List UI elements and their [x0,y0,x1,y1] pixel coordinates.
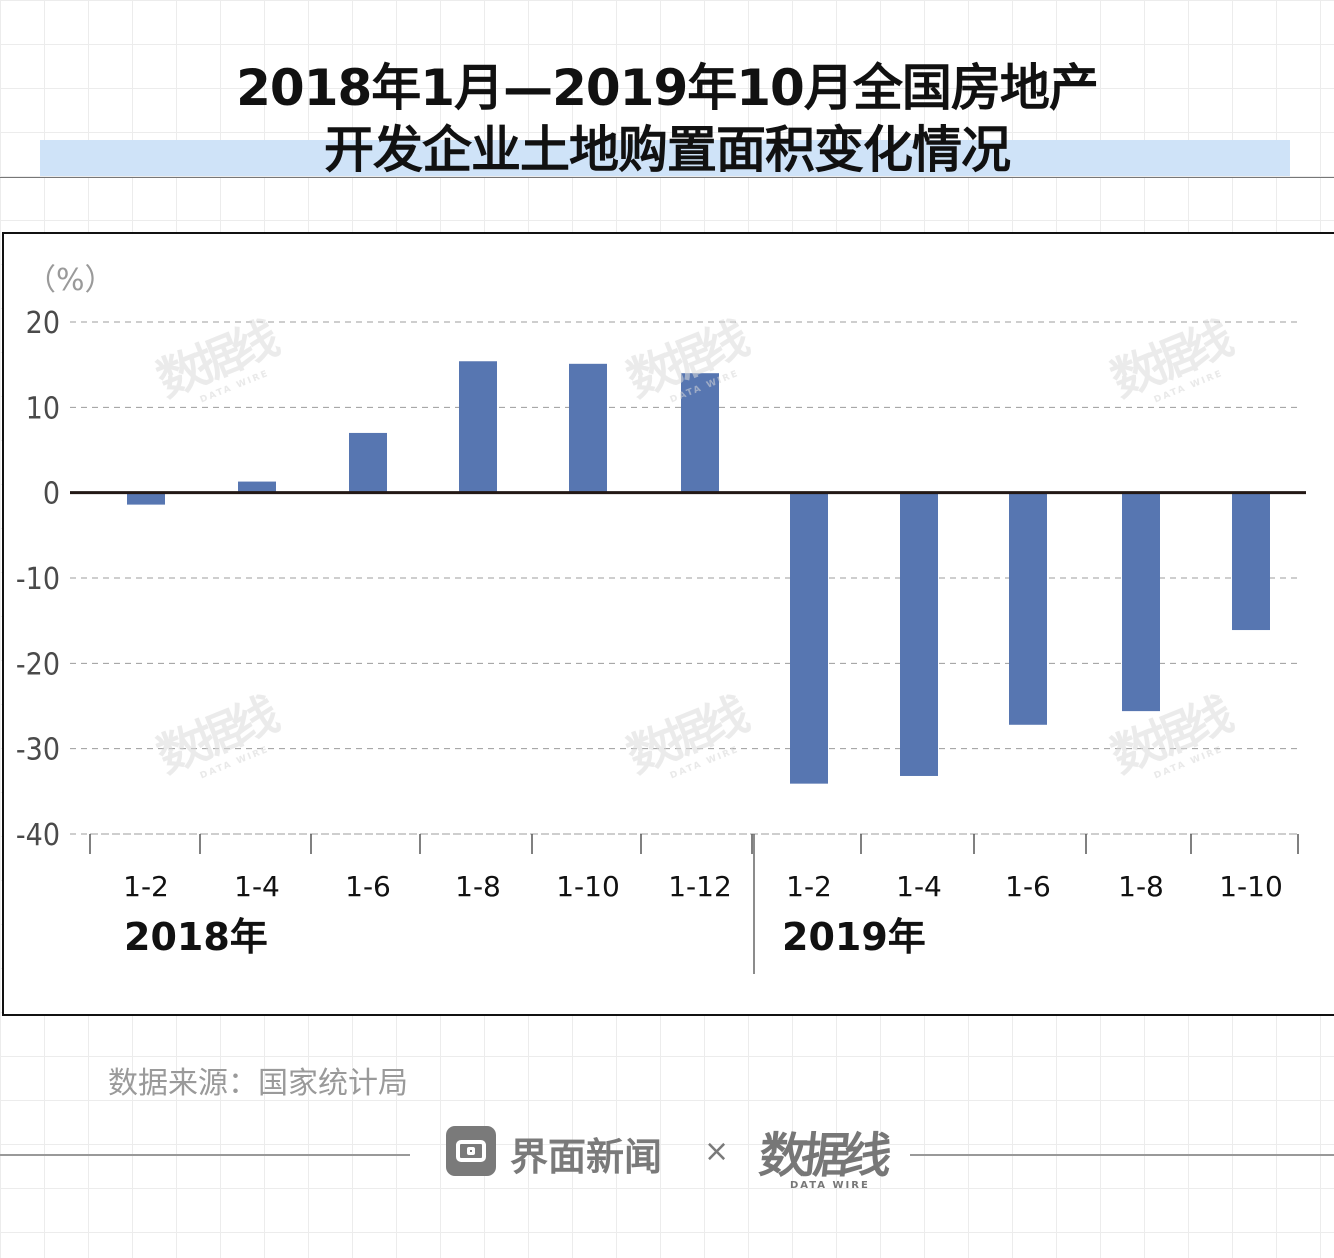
bar [127,492,165,505]
data-wire-logo-sub: DATA WIRE [790,1180,870,1191]
bar [459,361,497,493]
x-axis [70,491,1306,974]
x-tick-label: 1-4 [896,870,942,903]
y-tick-label: 20 [26,306,60,341]
year-group-label: 2018年 [124,915,268,959]
bar-chart: （%） 20 10 0 -10 -20 -30 -40 1-2 1-4 1-6 1-8 1-10 1-12… [16,263,1306,974]
data-source-note: 数据来源：国家统计局 [108,1066,408,1101]
title-highlight-band [40,140,1290,176]
y-unit-label: （%） [26,263,115,298]
bar [790,492,828,784]
year-group-label: 2019年 [782,915,926,959]
brand-name: 界面新闻 [510,1135,663,1179]
x-tick-label: 1-12 [668,870,732,903]
bar [1232,492,1270,631]
x-tick-label: 1-8 [455,870,501,903]
bars [127,361,1270,784]
x-tick-label: 1-10 [556,870,620,903]
data-wire-logo: 数据线 DATA WIRE [757,1116,890,1196]
y-tick-label: -20 [16,647,60,682]
bar [900,492,938,776]
y-tick-label: -40 [16,818,60,853]
jiemian-logo-icon [446,1126,496,1176]
bar [1009,492,1047,725]
collab-times-sign: × [704,1134,730,1169]
chart-title-line-2: 开发企业土地购置面积变化情况 [324,121,1011,179]
data-wire-logo-main: 数据线 [756,1128,889,1184]
footer-divider-left [0,1154,410,1156]
y-tick-label: -10 [16,562,60,597]
axis-labels: （%） 20 10 0 -10 -20 -30 -40 1-2 1-4 1-6 1-8 1-10 1-12… [16,263,1283,959]
bar [569,363,607,493]
bar [1122,492,1160,712]
x-tick-label: 1-8 [1118,870,1164,903]
x-tick-label: 1-6 [1005,870,1051,903]
x-tick-label: 1-4 [234,870,280,903]
chart-title-line-1: 2018年1月—2019年10月全国房地产 [236,59,1099,117]
x-tick-label: 1-2 [786,870,832,903]
bar [681,373,719,493]
x-tick-label: 1-2 [123,870,169,903]
y-tick-label: 0 [43,477,60,512]
chart-panel: （%） 20 10 0 -10 -20 -30 -40 1-2 1-4 1-6 1-8 1-10 1-12… [2,232,1334,1016]
bar [349,432,387,493]
x-tick-label: 1-6 [345,870,391,903]
title-divider [0,177,1334,178]
bar [238,481,276,493]
x-tick-label: 1-10 [1219,870,1283,903]
y-tick-label: -30 [16,733,60,768]
footer-divider-right [910,1154,1334,1156]
y-tick-label: 10 [26,391,60,426]
